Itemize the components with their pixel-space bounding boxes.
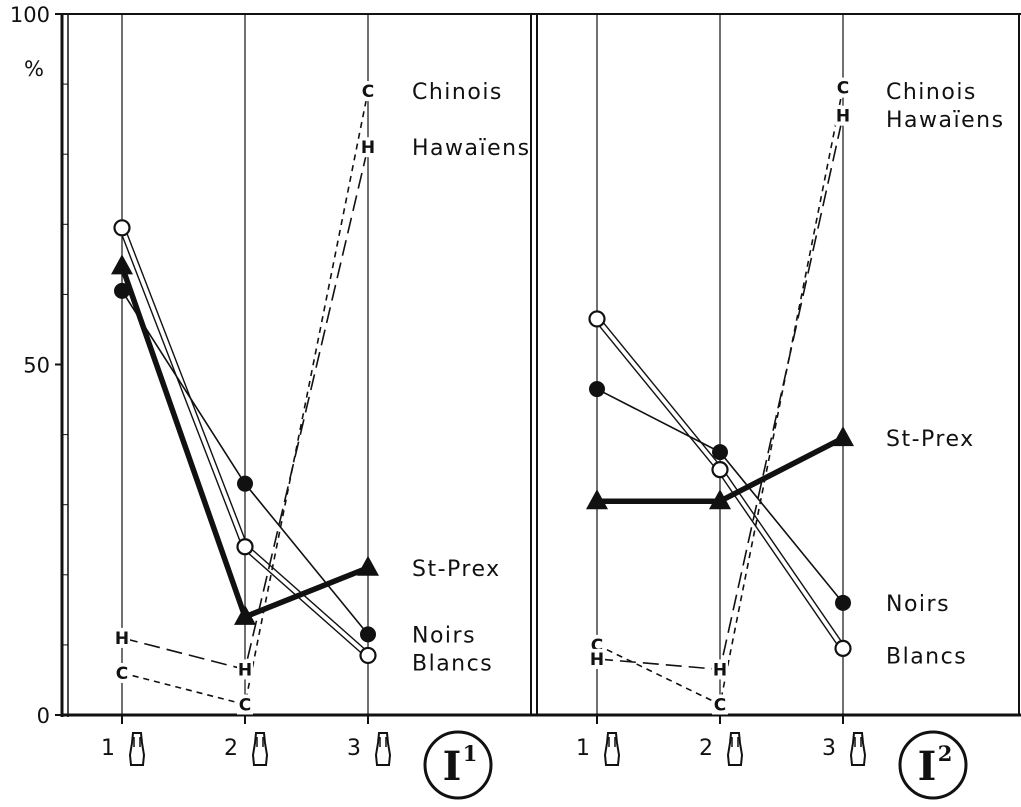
- panel-label-superscript: 1: [463, 741, 478, 766]
- data-point-letter: H: [115, 629, 129, 649]
- series-label: Chinois: [412, 80, 503, 105]
- data-point-letter: H: [713, 660, 727, 680]
- y-unit-label: %: [24, 57, 44, 81]
- series-label: Chinois: [886, 80, 977, 105]
- data-point-letter-bg: [114, 627, 130, 648]
- series-line-open-circle: [717, 470, 842, 651]
- series-line-open-circle: [594, 320, 719, 472]
- series-label: St-Prex: [886, 427, 975, 452]
- series-label: Blancs: [886, 644, 967, 669]
- data-point-letter: C: [239, 695, 251, 715]
- series-line-open-circle: [246, 544, 371, 654]
- tooth-icon: [726, 732, 744, 766]
- data-point-letter: C: [837, 79, 849, 99]
- data-point-open-circle: [236, 538, 254, 556]
- x-tick-label: 1: [576, 736, 590, 761]
- panel-label-superscript: 2: [938, 741, 953, 766]
- data-point-filled-triangle: [709, 489, 731, 510]
- series-line-open-circle: [123, 226, 249, 547]
- data-point-filled-circle: [589, 381, 605, 398]
- y-tick-label: 0: [37, 704, 50, 728]
- data-point-open-circle: [711, 461, 729, 479]
- data-point-filled-triangle: [357, 555, 379, 576]
- x-tick-label: 2: [224, 736, 238, 761]
- y-tick-label: 50: [23, 354, 50, 378]
- data-point-filled-circle: [114, 282, 130, 299]
- data-point-letter: H: [238, 660, 252, 680]
- data-point-open-circle: [834, 639, 852, 658]
- data-point-filled-circle: [712, 444, 728, 461]
- data-point-letter-bg: [237, 694, 253, 715]
- panel-label-circle: [898, 730, 968, 800]
- data-point-filled-triangle: [111, 254, 133, 275]
- data-point-letter: H: [836, 107, 850, 127]
- series-label: Noirs: [886, 592, 950, 617]
- x-tick-label: 1: [101, 736, 115, 761]
- data-point-filled-circle: [835, 594, 851, 611]
- series-label: Hawaïens: [412, 136, 531, 161]
- data-point-letter-bg: [237, 659, 253, 680]
- data-point-letter-bg: [114, 662, 130, 683]
- series-label: Hawaïens: [886, 108, 1005, 133]
- data-point-letter: C: [714, 695, 726, 715]
- series-line-open-circle: [721, 467, 846, 648]
- data-point-filled-triangle: [832, 426, 854, 447]
- tooth-icon: [603, 732, 621, 766]
- tooth-icon: [849, 732, 867, 766]
- data-point-letter: C: [362, 82, 374, 102]
- x-tick-label: 3: [347, 736, 361, 761]
- series-line-open-circle: [118, 228, 244, 548]
- series-label: Blancs: [412, 651, 493, 676]
- panel-label: I: [443, 743, 462, 790]
- data-point-letter: H: [361, 138, 375, 158]
- data-point-letter-bg: [835, 105, 851, 126]
- panel-label: I: [918, 743, 937, 790]
- data-point-letter: C: [116, 664, 128, 684]
- data-point-letter-bg: [712, 694, 728, 715]
- data-point-letter-bg: [712, 659, 728, 680]
- data-point-letter-bg: [360, 81, 376, 102]
- data-point-letter-bg: [589, 648, 605, 669]
- data-point-open-circle: [359, 646, 377, 665]
- panel-label-circle: [423, 730, 493, 800]
- x-tick-label: 3: [822, 736, 836, 761]
- series-line-open-circle: [242, 548, 367, 658]
- tooth-icon: [251, 732, 269, 766]
- tooth-icon: [374, 732, 392, 766]
- series-label: Noirs: [412, 623, 476, 648]
- series-label: St-Prex: [412, 557, 501, 582]
- data-point-filled-circle: [237, 475, 253, 492]
- data-point-filled-triangle: [234, 604, 256, 625]
- data-point-filled-triangle: [586, 489, 608, 510]
- data-point-letter-bg: [835, 77, 851, 98]
- data-point-letter: H: [590, 650, 604, 670]
- data-point-open-circle: [113, 219, 131, 237]
- plot-frame: 0 50 100%: [10, 3, 1021, 728]
- tooth-icon: [128, 732, 146, 766]
- x-tick-label: 2: [699, 736, 713, 761]
- data-point-letter-bg: [360, 137, 376, 158]
- data-point-filled-circle: [360, 626, 376, 643]
- y-tick-label: 100: [10, 3, 50, 27]
- series-line-open-circle: [598, 316, 723, 469]
- data-point-open-circle: [588, 310, 606, 328]
